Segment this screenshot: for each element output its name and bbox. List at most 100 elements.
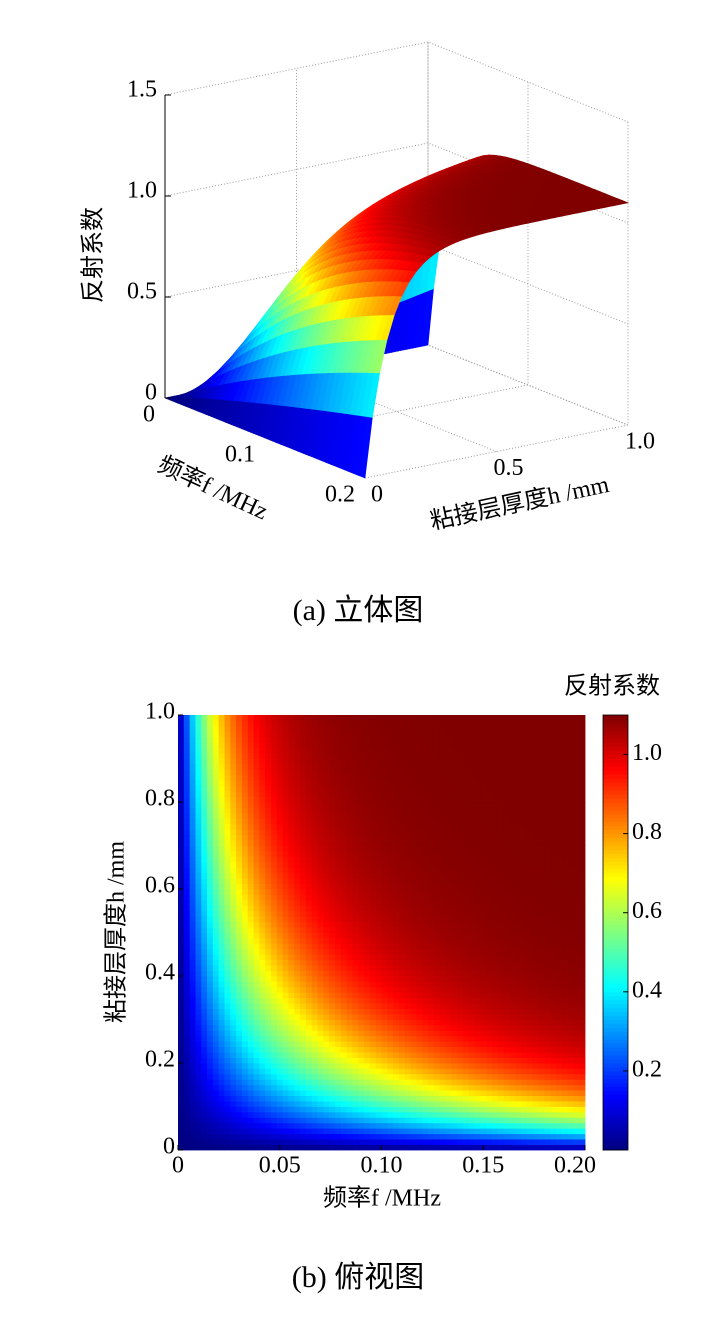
heat-cell: [300, 1084, 307, 1091]
heat-cell: [393, 1139, 400, 1145]
heat-cell: [271, 791, 278, 797]
heat-cell: [393, 753, 400, 759]
heat-cell: [207, 883, 214, 890]
heat-cell: [294, 878, 301, 884]
heat-cell: [439, 834, 446, 841]
heat-cell: [236, 731, 243, 738]
heat-cell: [317, 802, 324, 808]
heat-cell: [329, 1090, 336, 1097]
heat-cell: [352, 823, 359, 830]
heat-cell: [358, 812, 365, 819]
heat-cell: [259, 943, 266, 950]
heat-cell: [404, 791, 411, 797]
heat-cell: [334, 818, 342, 825]
heat-cell: [224, 905, 231, 912]
heat-cell: [183, 731, 191, 738]
heat-cell: [364, 948, 371, 955]
heat-cell: [253, 850, 260, 857]
heat-cell: [201, 1117, 208, 1124]
heat-cell: [183, 1084, 191, 1091]
heat-cell: [218, 829, 225, 836]
heat-cell: [253, 997, 260, 1004]
heat-cell: [422, 769, 429, 776]
heat-cell: [276, 818, 284, 825]
heat-cell: [352, 1090, 359, 1097]
heat-cell: [183, 883, 191, 890]
heat-cell: [422, 1144, 429, 1151]
heat-cell: [300, 867, 307, 874]
heat-cell: [236, 780, 243, 787]
heat-cell: [195, 1024, 202, 1031]
heat-cell: [183, 1019, 191, 1026]
heat-cell: [207, 1035, 214, 1042]
heat-cell: [212, 867, 220, 874]
heat-cell: [369, 747, 377, 754]
heat-cell: [189, 954, 196, 961]
heat-cell: [282, 1139, 289, 1145]
heat-cell: [294, 1035, 301, 1042]
heat-cell: [375, 905, 382, 912]
heat-cell: [352, 867, 359, 874]
heat-cell: [218, 1068, 225, 1075]
heat-cell: [300, 910, 307, 917]
heat-cell: [201, 1090, 208, 1097]
heat-cell: [398, 959, 406, 966]
heat-cell: [259, 1133, 266, 1140]
heat-cell: [346, 1041, 353, 1048]
heat-cell: [387, 753, 394, 759]
heat-cell: [329, 861, 336, 868]
heat-cell: [317, 1139, 324, 1145]
heat-cell: [404, 899, 411, 906]
heat-cell: [253, 1063, 260, 1069]
heat-cell: [323, 1008, 330, 1015]
heat-cell: [398, 965, 406, 971]
heat-cell: [329, 937, 336, 944]
heat-cell: [381, 1030, 388, 1037]
heat-cell: [433, 867, 441, 874]
heat-cell: [282, 932, 289, 939]
heat-cell: [433, 1057, 441, 1064]
heat-cell: [393, 834, 400, 841]
heat-cell: [247, 1003, 254, 1010]
heat-cell: [294, 818, 301, 825]
heat-cell: [346, 1090, 353, 1097]
heat-cell: [393, 965, 400, 971]
heat-cell: [346, 829, 353, 836]
heat-cell: [201, 1068, 208, 1075]
heat-cell: [178, 802, 185, 808]
heat-cell: [271, 943, 278, 950]
heat-cell: [183, 889, 191, 895]
heat-cell: [433, 856, 441, 863]
heat-cell: [195, 1111, 202, 1118]
heat-cell: [352, 1101, 359, 1107]
heat-cell: [311, 1101, 318, 1107]
heat-cell: [329, 780, 336, 787]
heat-cell: [381, 1019, 388, 1026]
heat-cell: [189, 889, 196, 895]
heat-cell: [416, 1068, 423, 1075]
heat-cell: [410, 1133, 417, 1140]
heat-cell: [282, 992, 289, 999]
heat-cell: [340, 731, 348, 738]
heat-cell: [300, 823, 307, 830]
heat-cell: [387, 943, 394, 950]
heat-cell: [178, 1139, 185, 1145]
heat-cell: [230, 725, 237, 732]
heat-cell: [271, 1101, 278, 1107]
heat-cell: [358, 1063, 365, 1069]
heat-cell: [428, 861, 435, 868]
heat-cell: [189, 818, 196, 825]
heat-cell: [358, 997, 365, 1004]
heat-cell: [236, 725, 243, 732]
heat-cell: [346, 725, 353, 732]
heat-cell: [352, 1084, 359, 1091]
heat-cell: [201, 970, 208, 977]
heat-cell: [207, 981, 214, 988]
heat-cell: [311, 1052, 318, 1058]
heat-cell: [178, 943, 185, 950]
heat-cell: [300, 927, 307, 933]
heat-cell: [317, 1057, 324, 1064]
heat-cell: [207, 747, 214, 754]
heat-cell: [224, 932, 231, 939]
heat-cell: [364, 1008, 371, 1015]
